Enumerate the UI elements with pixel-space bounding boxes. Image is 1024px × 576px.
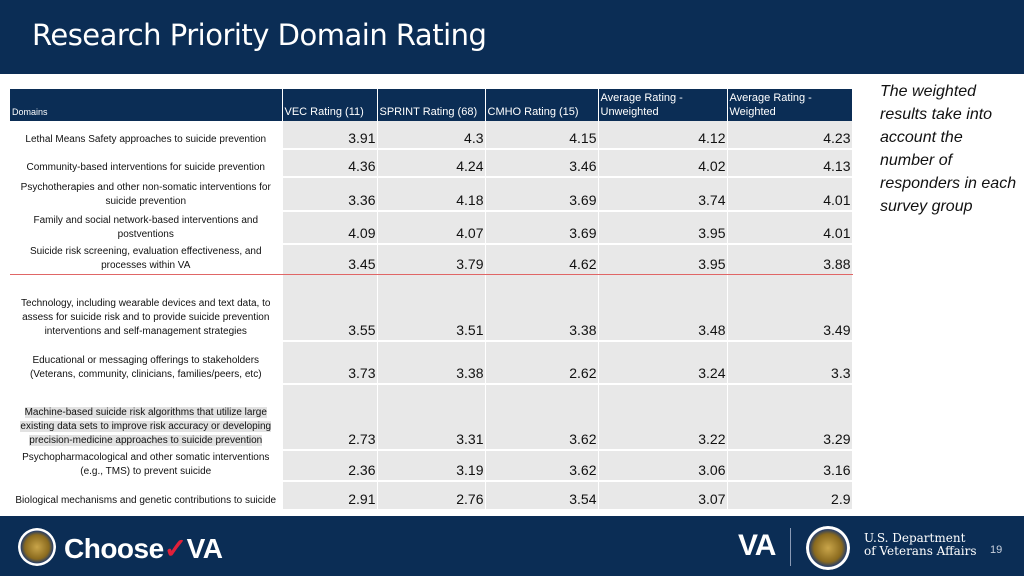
vec-value: 4.36 [282, 149, 378, 178]
page-number: 19 [990, 544, 1003, 556]
domain-cell: Suicide risk screening, evaluation effec… [10, 244, 283, 275]
va-logo: VA [738, 529, 776, 562]
header-sprint-rating: SPRINT Rating (68) [377, 89, 486, 121]
table-row: Educational or messaging offerings to st… [10, 340, 853, 385]
cmho-value: 3.62 [485, 383, 599, 451]
choose-va-logo: Choose✓VA [64, 532, 223, 565]
cmho-value: 4.62 [485, 244, 599, 275]
table-row: Community-based interventions for suicid… [10, 149, 853, 178]
unweighted-value: 3.06 [598, 449, 728, 482]
vec-value: 2.36 [282, 449, 378, 482]
domain-cell: Machine-based suicide risk algorithms th… [10, 383, 283, 451]
vec-value: 2.91 [282, 480, 378, 511]
sprint-value: 4.18 [377, 177, 486, 212]
choose-text: Choose [64, 533, 164, 564]
cmho-value: 3.69 [485, 177, 599, 212]
header-avg-unweighted: Average Rating - Unweighted [598, 89, 728, 121]
unweighted-value: 3.74 [598, 177, 728, 212]
sprint-value: 3.38 [377, 340, 486, 385]
unweighted-value: 3.95 [598, 244, 728, 275]
table-row: Technology, including wearable devices a… [10, 274, 853, 342]
cmho-value: 3.54 [485, 480, 599, 511]
department-line-1: U.S. Department [864, 531, 966, 545]
table-row: Biological mechanisms and genetic contri… [10, 480, 853, 511]
vec-value: 3.45 [282, 244, 378, 275]
slide-title: Research Priority Domain Rating [32, 18, 487, 52]
table-row: Lethal Means Safety approaches to suicid… [10, 121, 853, 150]
sprint-value: 4.07 [377, 211, 486, 245]
unweighted-value: 4.02 [598, 149, 728, 178]
table-row: Machine-based suicide risk algorithms th… [10, 383, 853, 451]
weighted-results-note: The weighted results take into account t… [880, 83, 1017, 215]
va-seal-icon [18, 528, 56, 566]
unweighted-value: 3.95 [598, 211, 728, 245]
weighted-value: 3.88 [727, 244, 853, 275]
cmho-value: 3.46 [485, 149, 599, 178]
header-vec-rating: VEC Rating (11) [282, 89, 378, 121]
unweighted-value: 3.22 [598, 383, 728, 451]
weighted-value: 4.13 [727, 149, 853, 178]
cmho-value: 2.62 [485, 340, 599, 385]
sprint-value: 4.3 [377, 121, 486, 150]
sprint-value: 3.79 [377, 244, 486, 275]
vec-value: 3.73 [282, 340, 378, 385]
domain-cell: Lethal Means Safety approaches to suicid… [10, 121, 283, 150]
rating-table-container: Domains VEC Rating (11) SPRINT Rating (6… [10, 89, 853, 511]
department-name: U.S. Department of Veterans Affairs [864, 532, 977, 558]
sprint-value: 4.24 [377, 149, 486, 178]
va-seal-icon [806, 526, 850, 570]
vec-value: 2.73 [282, 383, 378, 451]
domain-cell: Educational or messaging offerings to st… [10, 340, 283, 385]
vec-value: 4.09 [282, 211, 378, 245]
weighted-value: 3.3 [727, 340, 853, 385]
weighted-value: 3.29 [727, 383, 853, 451]
department-line-2: of Veterans Affairs [864, 544, 977, 558]
sprint-value: 3.31 [377, 383, 486, 451]
domain-cell: Community-based interventions for suicid… [10, 149, 283, 178]
title-bar: Research Priority Domain Rating [0, 0, 1024, 74]
weighted-value: 4.23 [727, 121, 853, 150]
cmho-value: 3.69 [485, 211, 599, 245]
unweighted-value: 3.24 [598, 340, 728, 385]
domain-cell: Psychopharmacological and other somatic … [10, 449, 283, 482]
weighted-value: 3.16 [727, 449, 853, 482]
table-row: Family and social network-based interven… [10, 211, 853, 245]
weighted-value: 4.01 [727, 211, 853, 245]
header-cmho-rating: CMHO Rating (15) [485, 89, 599, 121]
footer-bar: Choose✓VA VA U.S. Department of Veterans… [0, 516, 1024, 576]
check-mark-icon: ✓ [163, 533, 187, 564]
header-domains: Domains [10, 89, 283, 121]
domain-highlight-text: Machine-based suicide risk algorithms th… [20, 406, 272, 446]
cmho-value: 3.38 [485, 274, 599, 342]
unweighted-value: 3.48 [598, 274, 728, 342]
footer-divider [790, 528, 791, 566]
sprint-value: 2.76 [377, 480, 486, 511]
table-row: Psychopharmacological and other somatic … [10, 449, 853, 482]
domain-cell: Technology, including wearable devices a… [10, 274, 283, 342]
choose-va-mark: VA [186, 533, 223, 564]
weighted-value: 3.49 [727, 274, 853, 342]
table-header-row: Domains VEC Rating (11) SPRINT Rating (6… [10, 89, 853, 121]
weighted-value: 2.9 [727, 480, 853, 511]
weighted-value: 4.01 [727, 177, 853, 212]
unweighted-value: 4.12 [598, 121, 728, 150]
unweighted-value: 3.07 [598, 480, 728, 511]
header-avg-weighted: Average Rating - Weighted [727, 89, 853, 121]
domain-cell: Biological mechanisms and genetic contri… [10, 480, 283, 511]
rating-table: Domains VEC Rating (11) SPRINT Rating (6… [10, 89, 853, 511]
cmho-value: 4.15 [485, 121, 599, 150]
vec-value: 3.91 [282, 121, 378, 150]
vec-value: 3.55 [282, 274, 378, 342]
sprint-value: 3.19 [377, 449, 486, 482]
cmho-value: 3.62 [485, 449, 599, 482]
domain-cell: Psychotherapies and other non-somatic in… [10, 177, 283, 212]
vec-value: 3.36 [282, 177, 378, 212]
table-row: Suicide risk screening, evaluation effec… [10, 244, 853, 275]
sprint-value: 3.51 [377, 274, 486, 342]
table-row: Psychotherapies and other non-somatic in… [10, 177, 853, 212]
domain-cell: Family and social network-based interven… [10, 211, 283, 245]
